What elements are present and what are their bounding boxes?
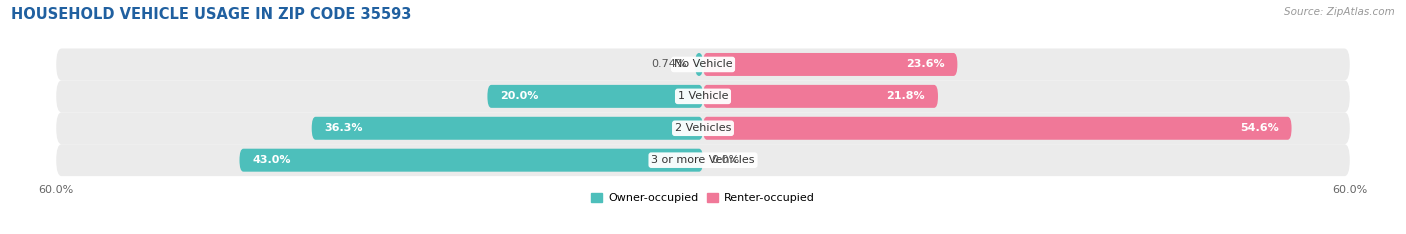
Text: Source: ZipAtlas.com: Source: ZipAtlas.com	[1284, 7, 1395, 17]
Text: 36.3%: 36.3%	[325, 123, 363, 133]
Text: 1 Vehicle: 1 Vehicle	[678, 91, 728, 101]
FancyBboxPatch shape	[703, 85, 938, 108]
Text: 20.0%: 20.0%	[501, 91, 538, 101]
FancyBboxPatch shape	[56, 112, 1350, 144]
Text: 21.8%: 21.8%	[886, 91, 925, 101]
Legend: Owner-occupied, Renter-occupied: Owner-occupied, Renter-occupied	[586, 189, 820, 208]
Text: 2 Vehicles: 2 Vehicles	[675, 123, 731, 133]
FancyBboxPatch shape	[703, 53, 957, 76]
FancyBboxPatch shape	[695, 53, 703, 76]
Text: 23.6%: 23.6%	[905, 59, 945, 69]
Text: No Vehicle: No Vehicle	[673, 59, 733, 69]
FancyBboxPatch shape	[703, 117, 1292, 140]
Text: 43.0%: 43.0%	[253, 155, 291, 165]
FancyBboxPatch shape	[56, 48, 1350, 80]
FancyBboxPatch shape	[56, 80, 1350, 112]
Text: 3 or more Vehicles: 3 or more Vehicles	[651, 155, 755, 165]
FancyBboxPatch shape	[56, 144, 1350, 176]
FancyBboxPatch shape	[239, 149, 703, 172]
FancyBboxPatch shape	[312, 117, 703, 140]
Text: 54.6%: 54.6%	[1240, 123, 1278, 133]
Text: 0.0%: 0.0%	[711, 155, 740, 165]
Text: HOUSEHOLD VEHICLE USAGE IN ZIP CODE 35593: HOUSEHOLD VEHICLE USAGE IN ZIP CODE 3559…	[11, 7, 412, 22]
Text: 0.74%: 0.74%	[651, 59, 686, 69]
FancyBboxPatch shape	[488, 85, 703, 108]
